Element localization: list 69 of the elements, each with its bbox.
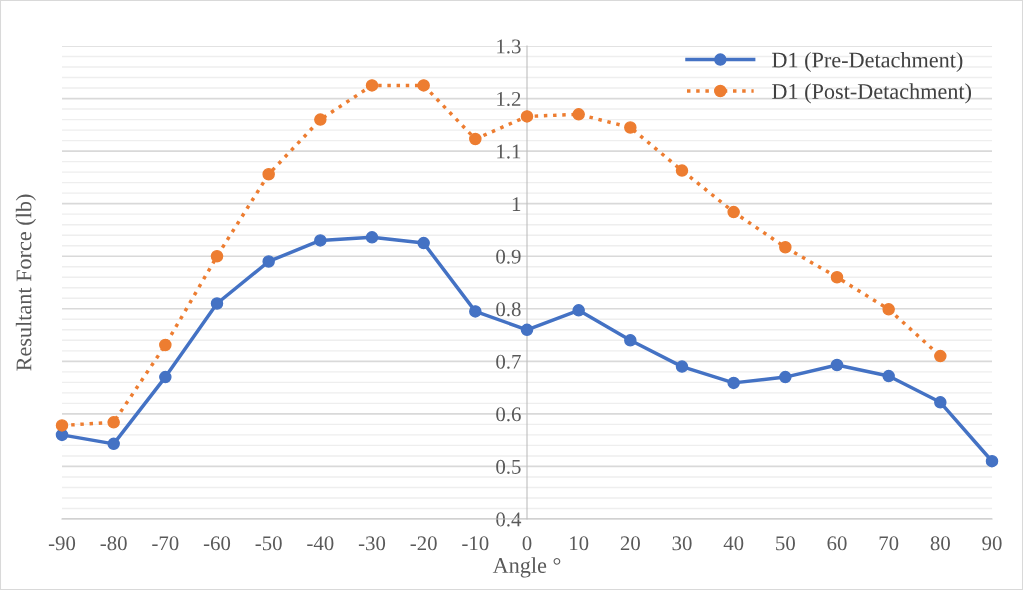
y-axis-title: Resultant Force (lb): [15, 194, 36, 371]
point: [934, 396, 947, 409]
point: [934, 349, 947, 363]
point: [779, 241, 792, 254]
x-tick-label: -20: [410, 536, 437, 551]
point: [107, 416, 120, 429]
x-tick-label: -30: [358, 536, 386, 551]
point: [520, 110, 534, 123]
point: [417, 236, 430, 250]
x-tick-label: 30: [672, 536, 692, 551]
x-tick-label: 0: [522, 536, 532, 551]
legend-label: D1 (Pre-Detachment): [772, 51, 963, 73]
point: [210, 297, 224, 310]
y-tick-label: 0.7: [496, 354, 521, 369]
x-tick-label: -50: [255, 536, 282, 551]
point: [675, 360, 689, 373]
point: [624, 121, 637, 134]
point: [727, 376, 740, 390]
point: [675, 164, 689, 177]
point: [469, 132, 482, 146]
point: [262, 167, 275, 181]
point: [830, 270, 844, 284]
legend-label: D1 (Post-Detachment): [772, 83, 972, 104]
point: [830, 358, 844, 372]
x-tick-label: 70: [879, 536, 899, 551]
x-tick-label: -10: [462, 536, 489, 551]
point: [159, 338, 172, 352]
point: [572, 304, 585, 317]
point: [314, 113, 327, 126]
point: [210, 249, 224, 263]
y-tick-label: 0.6: [496, 407, 521, 422]
point: [882, 303, 895, 316]
x-tick-label: -60: [203, 536, 231, 551]
x-tick-label: 20: [620, 536, 640, 551]
y-tick-label: 1.1: [497, 144, 521, 159]
point: [262, 255, 275, 268]
y-tick-label: 1: [512, 197, 521, 211]
point: [727, 205, 740, 219]
y-tick-label: 1.2: [497, 91, 521, 107]
x-tick-label: 10: [570, 536, 589, 551]
point: [55, 419, 69, 432]
x-tick-label: 80: [930, 536, 950, 551]
point: [107, 437, 120, 451]
x-tick-label: 90: [982, 536, 1002, 551]
point: [469, 305, 482, 318]
y-tick-label: 0.5: [496, 459, 521, 474]
point: [520, 323, 534, 337]
y-tick-label: 0.8: [496, 302, 521, 317]
x-tick-label: 60: [827, 536, 847, 551]
point: [572, 108, 585, 121]
point: [314, 234, 327, 247]
x-tick-label: -70: [152, 536, 179, 551]
point: [624, 334, 637, 347]
point: [159, 370, 172, 384]
point: [365, 79, 379, 92]
x-tick-label: 50: [776, 536, 795, 551]
x-tick-label: -40: [307, 536, 334, 551]
y-tick-label: 0.4: [496, 512, 522, 527]
y-tick-label: 0.9: [496, 249, 521, 264]
point: [985, 454, 999, 468]
point: [882, 369, 895, 383]
x-axis-title: Angle °: [492, 557, 561, 578]
point: [779, 370, 792, 384]
x-tick-label: -90: [48, 536, 76, 551]
point: [417, 79, 430, 92]
point: [365, 231, 379, 244]
x-tick-label: -80: [100, 536, 127, 551]
y-tick-label: 1.3: [497, 39, 521, 54]
x-tick-label: 40: [723, 536, 744, 551]
